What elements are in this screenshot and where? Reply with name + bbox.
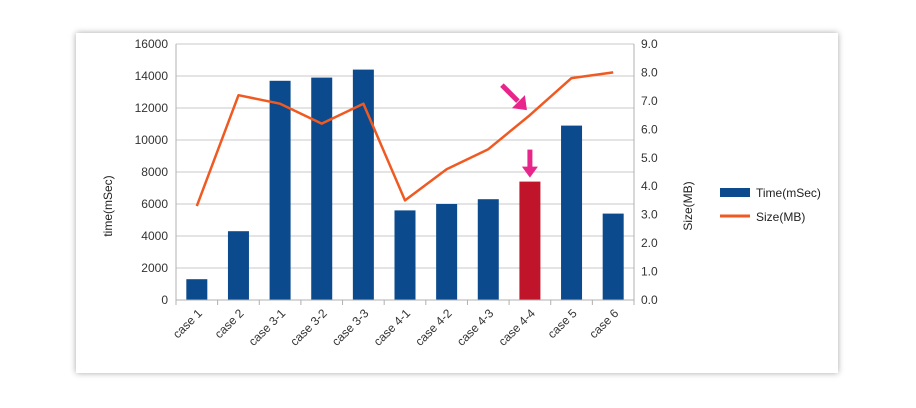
legend-label-time: Time(mSec) — [756, 186, 821, 200]
y-tick-label: 4000 — [141, 229, 168, 243]
y2-tick-label: 5.0 — [641, 151, 658, 165]
x-tick-label: case 3-3 — [329, 306, 372, 349]
y-tick-label: 0 — [161, 293, 168, 307]
x-tick-label: case 5 — [545, 306, 580, 341]
bar — [227, 231, 249, 300]
x-tick-label: case 4-1 — [371, 306, 414, 349]
annotation-arrow-line — [500, 83, 527, 111]
annotations — [500, 83, 538, 178]
bar — [519, 181, 541, 300]
annotation-arrow-head — [521, 166, 538, 178]
x-tick-label: case 2 — [212, 306, 247, 341]
left-axis-ticks: 0 2000 4000 6000 8000 10000 12000 14000 16000 — [135, 37, 169, 307]
y2-tick-label: 0.0 — [641, 293, 658, 307]
x-tick-label: case 3-1 — [246, 306, 289, 349]
y2-tick-label: 3.0 — [641, 208, 658, 222]
bar — [269, 80, 291, 300]
y-tick-label: 12000 — [135, 101, 169, 115]
x-tick-label: case 3-2 — [287, 306, 330, 349]
annotation-arrow-head — [511, 95, 527, 111]
y-tick-label: 14000 — [135, 69, 169, 83]
y2-tick-label: 6.0 — [641, 122, 658, 136]
bar — [311, 77, 333, 300]
bar — [561, 125, 583, 300]
y2-tick-label: 7.0 — [641, 94, 658, 108]
y2-tick-label: 2.0 — [641, 236, 658, 250]
x-axis-ticks: case 1 case 2 case 3-1 case 3-2 case 3-3 case… — [170, 306, 621, 349]
bar — [436, 204, 458, 300]
bar — [352, 69, 374, 300]
chart-card — [76, 33, 838, 373]
axes — [175, 44, 635, 305]
x-tick-label: case 6 — [586, 306, 621, 341]
bar-series-time — [186, 69, 624, 300]
legend-label-size: Size(MB) — [756, 210, 805, 224]
y-tick-label: 2000 — [141, 261, 168, 275]
annotation-arrow-bar — [521, 149, 538, 178]
y2-tick-label: 1.0 — [641, 265, 658, 279]
x-tick-label: case 4-3 — [454, 306, 497, 349]
left-axis-title: time(mSec) — [101, 175, 115, 236]
right-axis-title: Size(MB) — [681, 181, 695, 230]
right-axis-ticks: 0.0 1.0 2.0 3.0 4.0 5.0 6.0 7.0 8.0 9.0 — [641, 37, 658, 307]
y-tick-label: 10000 — [135, 133, 169, 147]
y-tick-label: 6000 — [141, 197, 168, 211]
x-tick-label: case 1 — [170, 306, 205, 341]
annotation-arrow-shaft — [500, 83, 520, 103]
y-tick-label: 8000 — [141, 165, 168, 179]
y2-tick-label: 4.0 — [641, 179, 658, 193]
size-line — [195, 71, 614, 207]
x-tick-label: case 4-2 — [412, 306, 455, 349]
y-tick-label: 16000 — [135, 37, 169, 51]
bar — [394, 210, 416, 300]
line-series-size — [195, 71, 614, 207]
bar — [477, 199, 499, 300]
bar — [602, 213, 624, 300]
y2-tick-label: 8.0 — [641, 65, 658, 79]
legend-swatch-time — [720, 188, 750, 197]
x-tick-label: case 4-4 — [496, 306, 539, 349]
y2-tick-label: 9.0 — [641, 37, 658, 51]
bar — [186, 279, 208, 300]
legend: Time(mSec) Size(MB) — [720, 186, 821, 224]
